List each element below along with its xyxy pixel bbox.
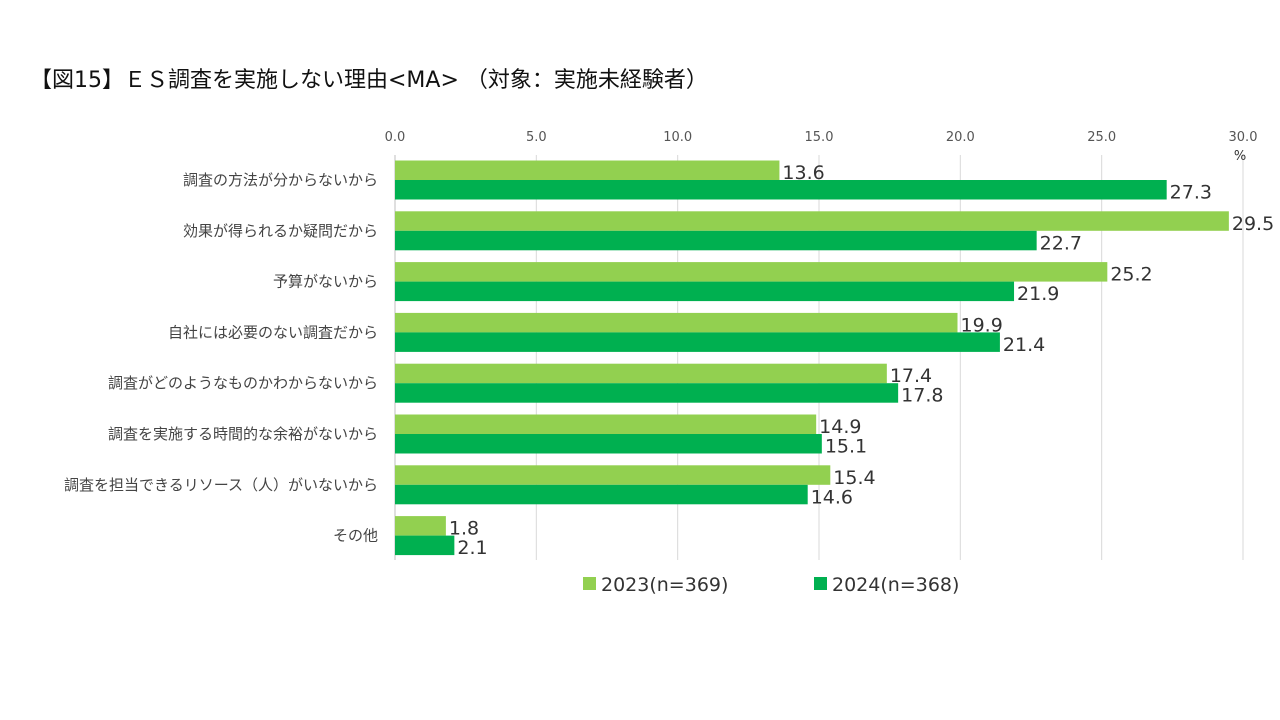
category-label: 調査を担当できるリソース（人）がいないから bbox=[64, 476, 378, 494]
bar bbox=[395, 160, 780, 180]
category-labels: 調査の方法が分からないから効果が得られるか疑問だから予算がないから自社には必要の… bbox=[64, 171, 378, 545]
bar bbox=[395, 465, 831, 485]
data-label: 25.2 bbox=[1110, 264, 1152, 286]
data-label: 22.7 bbox=[1040, 232, 1082, 254]
data-label: 13.6 bbox=[782, 162, 824, 184]
data-label: 17.8 bbox=[901, 385, 943, 407]
x-tick-label: 30.0 bbox=[1229, 130, 1258, 145]
bar bbox=[395, 535, 455, 556]
bars bbox=[395, 160, 1229, 556]
data-label: 2.1 bbox=[457, 537, 487, 559]
category-label: 調査の方法が分からないから bbox=[183, 171, 378, 189]
legend-label: 2024(n=368) bbox=[832, 574, 959, 596]
bar bbox=[395, 516, 446, 536]
bar bbox=[395, 211, 1229, 231]
data-label: 15.1 bbox=[825, 436, 867, 458]
bar bbox=[395, 262, 1108, 282]
x-tick-label: 15.0 bbox=[805, 130, 834, 145]
x-tick-label: 0.0 bbox=[385, 130, 406, 145]
data-labels: 13.6 27.3 29.5 22.7 25.2 21.9 19.921.4 17.417.8… bbox=[449, 162, 1274, 559]
bar bbox=[395, 332, 1000, 352]
category-label: 調査がどのようなものかわからないから bbox=[108, 374, 378, 392]
data-label: 21.9 bbox=[1017, 283, 1059, 305]
data-label: 14.6 bbox=[811, 486, 853, 508]
bar bbox=[395, 383, 899, 403]
x-tick-label: 20.0 bbox=[946, 130, 975, 145]
unit-label: % bbox=[1234, 149, 1246, 164]
x-tick-label: 10.0 bbox=[663, 130, 692, 145]
data-label: 17.4 bbox=[890, 365, 932, 387]
bar bbox=[395, 281, 1015, 302]
x-tick-label: 25.0 bbox=[1087, 130, 1116, 145]
legend-swatch bbox=[814, 577, 827, 590]
bar bbox=[395, 180, 1167, 200]
chart-title: 【図15】ＥＳ調査を実施しない理由<MA> （対象：実施未経験者） bbox=[30, 68, 708, 93]
category-label: 予算がないから bbox=[273, 273, 378, 291]
data-label: 19.9 bbox=[961, 314, 1003, 336]
legend: 2023(n=369) 2024(n=368) bbox=[583, 574, 959, 596]
data-label: 15.4 bbox=[833, 467, 875, 489]
x-axis-ticks: 0.0 5.0 10.0 15.0 20.0 25.0 30.0 bbox=[385, 130, 1258, 145]
data-label: 1.8 bbox=[449, 518, 479, 540]
data-label: 27.3 bbox=[1170, 182, 1212, 204]
category-label: 調査を実施する時間的な余裕がないから bbox=[108, 425, 378, 443]
data-label: 21.4 bbox=[1003, 334, 1045, 356]
data-label: 29.5 bbox=[1232, 213, 1274, 235]
category-label: その他 bbox=[333, 527, 378, 545]
category-label: 自社には必要のない調査だから bbox=[168, 323, 378, 341]
bar bbox=[395, 414, 817, 434]
data-label: 14.9 bbox=[819, 416, 861, 438]
bar bbox=[395, 434, 822, 454]
bar bbox=[395, 312, 958, 333]
x-tick-label: 5.0 bbox=[526, 130, 547, 145]
category-label: 効果が得られるか疑問だから bbox=[183, 222, 378, 240]
bar bbox=[395, 363, 887, 384]
bar bbox=[395, 484, 808, 505]
legend-label: 2023(n=369) bbox=[601, 574, 728, 596]
legend-swatch bbox=[583, 577, 596, 590]
bar bbox=[395, 230, 1037, 251]
